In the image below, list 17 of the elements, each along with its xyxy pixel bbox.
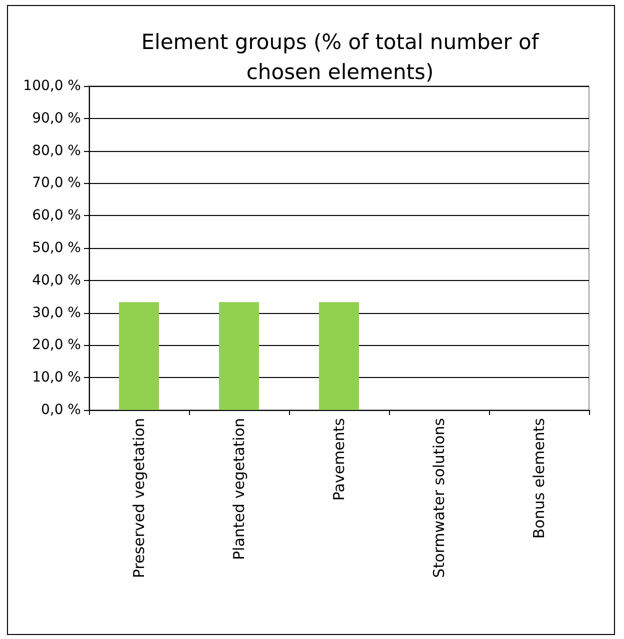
y-tick-label: 90,0 % xyxy=(32,110,81,126)
x-tick-label: Planted vegetation xyxy=(230,418,248,560)
chart-title: Element groups (% of total number of chosen elements) xyxy=(141,30,540,84)
x-tick-label: Stormwater solutions xyxy=(430,418,448,578)
y-tick-label: 20,0 % xyxy=(32,337,81,354)
y-tick-label: 80,0 % xyxy=(32,142,81,159)
x-tick-label: Preserved vegetation xyxy=(130,418,148,578)
y-tick-label: 0,0 % xyxy=(40,402,81,418)
y-tick-label: 100,0 % xyxy=(23,78,81,94)
y-tick-label: 40,0 % xyxy=(32,272,81,288)
y-tick-label: 60,0 % xyxy=(32,208,81,224)
y-tick-label: 70,0 % xyxy=(32,175,81,192)
x-tick-label: Pavements xyxy=(330,418,348,501)
y-tick-label: 30,0 % xyxy=(32,304,81,321)
x-tick-label: Bonus elements xyxy=(530,418,548,539)
y-tick-label: 50,0 % xyxy=(32,240,81,256)
y-tick-label: 10,0 % xyxy=(32,370,81,386)
